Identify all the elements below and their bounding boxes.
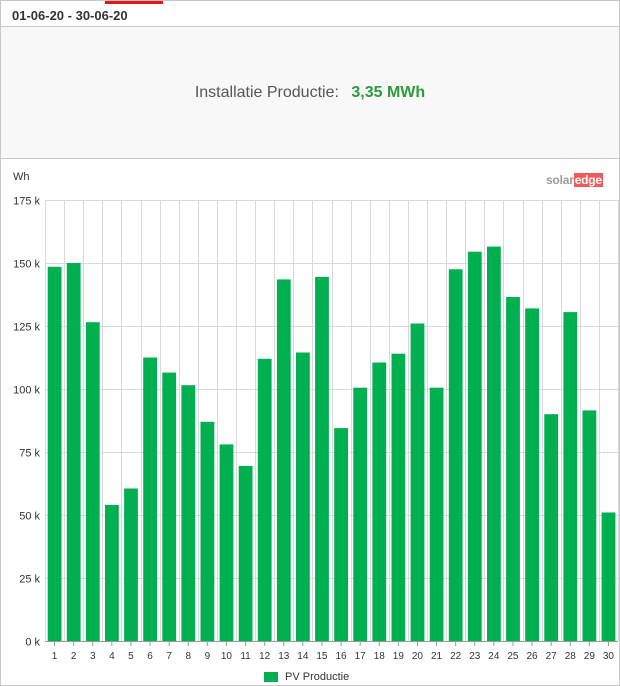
x-tick-label: 20 xyxy=(412,651,424,662)
x-tick-label: 6 xyxy=(147,651,153,662)
panel-header: 01-06-20 - 30-06-20 xyxy=(1,1,619,27)
y-axis-unit: Wh xyxy=(13,171,30,183)
bar xyxy=(410,323,425,641)
bar xyxy=(391,353,406,641)
x-tick-label: 3 xyxy=(90,651,96,662)
bar xyxy=(143,357,157,641)
bar xyxy=(525,308,539,641)
bar xyxy=(47,266,62,641)
x-tick-label: 4 xyxy=(109,651,115,662)
x-tick-label: 27 xyxy=(546,651,558,662)
bar xyxy=(448,269,463,641)
y-tick-label: 150 k xyxy=(13,259,40,271)
x-tick-label: 13 xyxy=(278,651,290,662)
x-tick-label: 19 xyxy=(393,651,405,662)
bar xyxy=(563,312,578,641)
x-tick-label: 29 xyxy=(584,651,596,662)
y-tick-label: 25 k xyxy=(19,574,40,586)
x-tick-label: 16 xyxy=(335,651,347,662)
active-tab-indicator xyxy=(105,1,163,4)
x-tick-label: 10 xyxy=(221,651,233,662)
legend-swatch xyxy=(264,672,278,682)
bar xyxy=(105,504,119,641)
x-tick-label: 25 xyxy=(507,651,519,662)
x-tick-label: 1 xyxy=(52,651,58,662)
bar xyxy=(85,322,100,641)
chart-area: Wh solaredge 0 k 25 k 50 k 75 k 100 k 125 k 15… xyxy=(1,159,619,685)
x-tick-label: 30 xyxy=(603,651,615,662)
bar xyxy=(200,421,215,641)
bar xyxy=(181,385,196,641)
x-tick-label: 12 xyxy=(259,651,271,662)
bar xyxy=(429,387,444,641)
legend[interactable]: PV Productie xyxy=(264,671,349,683)
bar xyxy=(506,297,520,641)
solaredge-logo: solaredge xyxy=(546,173,603,187)
bar xyxy=(238,465,253,641)
y-tick-label: 125 k xyxy=(13,322,40,334)
bar xyxy=(601,512,616,641)
logo-solar-text: solar xyxy=(546,173,574,187)
y-tick-label: 0 k xyxy=(25,637,40,649)
x-tick-label: 5 xyxy=(128,651,134,662)
bar xyxy=(66,263,81,641)
bar xyxy=(219,444,234,641)
x-tick-label: 11 xyxy=(240,651,251,662)
bar xyxy=(467,251,482,641)
x-tick-label: 7 xyxy=(166,651,172,662)
summary-value: 3,35 MWh xyxy=(351,84,426,101)
x-tick-label: 26 xyxy=(526,651,538,662)
date-range: 01-06-20 - 30-06-20 xyxy=(12,8,128,23)
x-tick-label: 23 xyxy=(469,651,481,662)
legend-label: PV Productie xyxy=(285,671,350,683)
y-tick-label: 75 k xyxy=(19,448,40,460)
bar xyxy=(487,246,501,641)
x-tick-label: 15 xyxy=(316,651,328,662)
y-tick-label: 50 k xyxy=(19,511,40,523)
bar xyxy=(257,358,272,641)
bar xyxy=(124,488,138,641)
x-tick-label: 17 xyxy=(355,651,367,662)
bar xyxy=(544,414,559,641)
bar xyxy=(276,279,291,641)
x-tick-label: 9 xyxy=(205,651,211,662)
x-tick-label: 2 xyxy=(71,651,77,662)
summary-row: Installatie Productie: 3,35 MWh xyxy=(1,84,619,102)
x-tick-label: 8 xyxy=(185,651,191,662)
summary-box: Installatie Productie: 3,35 MWh xyxy=(1,27,619,159)
y-tick-label: 100 k xyxy=(13,385,40,397)
bar xyxy=(353,387,368,641)
bar xyxy=(582,410,597,641)
x-tick-label: 21 xyxy=(431,651,443,662)
x-tick-label: 22 xyxy=(450,651,462,662)
summary-label: Installatie Productie: xyxy=(194,84,339,101)
bar xyxy=(162,372,177,641)
x-tick-label: 24 xyxy=(488,651,500,662)
x-tick-label: 28 xyxy=(565,651,577,662)
logo-edge-text: edge xyxy=(573,173,603,187)
y-tick-label: 175 k xyxy=(13,196,40,208)
bar xyxy=(296,352,310,641)
x-tick-label: 18 xyxy=(374,651,386,662)
bar xyxy=(334,428,348,641)
bar xyxy=(315,276,329,641)
x-tick-label: 14 xyxy=(297,651,309,662)
bar xyxy=(372,362,387,641)
